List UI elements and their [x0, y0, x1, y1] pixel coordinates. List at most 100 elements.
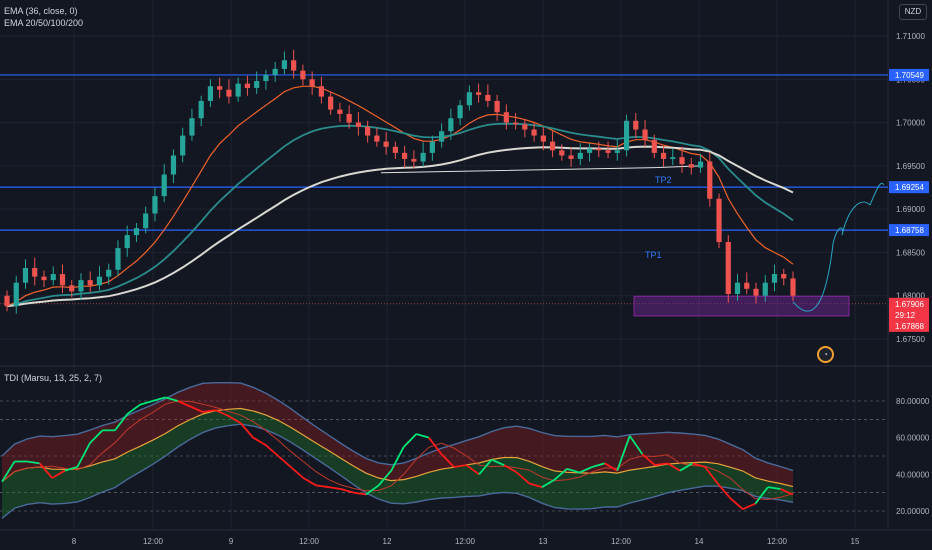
ema-legend-2[interactable]: EMA 20/50/100/200 — [4, 18, 84, 28]
candle-body — [476, 92, 482, 95]
ema-legend-1[interactable]: EMA (36, close, 0) — [4, 6, 78, 16]
candle-body — [670, 157, 676, 159]
candle-body — [596, 148, 602, 151]
candle-body — [522, 124, 528, 130]
projection-path — [792, 182, 885, 312]
alert-icon[interactable]: ◔ — [817, 346, 834, 363]
tdi-rsi-segment — [428, 437, 443, 455]
tdi-rsi-segment — [177, 400, 191, 408]
candle-body — [512, 122, 519, 125]
tdi-rsi-segment — [553, 468, 568, 481]
candle-body — [448, 118, 454, 132]
time-tick-label: 9 — [229, 537, 234, 546]
tdi-rsi-segment — [64, 466, 78, 472]
tdi-rsi-segment — [529, 482, 543, 489]
time-tick-label: 12:00 — [299, 537, 320, 546]
target-zone — [633, 295, 850, 317]
current-price-label: 29:12 — [895, 311, 916, 320]
price-level-badge — [889, 68, 929, 81]
time-tick-label: 12:00 — [143, 537, 164, 546]
candle-body — [485, 94, 491, 101]
time-tick-label: 12 — [383, 537, 392, 546]
candle-body — [161, 174, 167, 197]
tdi-rsi-segment — [189, 405, 204, 413]
candle-body — [716, 198, 722, 243]
candle-body — [291, 60, 297, 71]
time-tick-label: 8 — [72, 537, 77, 546]
price-tick-label: 1.69000 — [896, 205, 925, 214]
candle-body — [32, 268, 38, 277]
tdi-rsi-segment — [1, 461, 16, 483]
price-level-label: 1.68758 — [895, 226, 924, 235]
ema-teal-line — [6, 122, 794, 307]
candle-body — [170, 155, 177, 175]
price-tick-label: 1.70000 — [896, 119, 925, 128]
grid-lines — [0, 0, 932, 531]
tdi-tick-label: 40.00000 — [896, 470, 930, 479]
tdi-rsi-segment — [716, 482, 731, 499]
tdi-upper-fill — [2, 382, 793, 487]
ema-white-flat — [380, 165, 701, 174]
tdi-rsi-segment — [340, 488, 354, 494]
tdi-rsi-segment — [453, 464, 467, 468]
tdi-indicator — [0, 382, 888, 519]
tdi-rsi-segment — [152, 396, 166, 402]
candle-body — [217, 86, 223, 90]
candle-body — [106, 269, 112, 277]
time-tick-label: 12:00 — [611, 537, 632, 546]
tdi-rsi-segment — [679, 462, 694, 472]
candle-body — [272, 68, 278, 75]
candle-body — [355, 122, 361, 127]
tdi-legend[interactable]: TDI (Marsu, 13, 25, 2, 7) — [4, 373, 103, 383]
candle-body — [614, 150, 620, 153]
tdi-rsi-segment — [127, 403, 141, 415]
time-tick-label: 14 — [695, 537, 704, 546]
candle-body — [633, 120, 639, 130]
price-tick-label: 1.67500 — [896, 335, 925, 344]
candle-body — [281, 60, 288, 69]
candle-body — [13, 282, 19, 307]
candle-body — [707, 161, 713, 199]
tdi-signal-line — [1, 400, 794, 501]
tdi-rsi-segment — [239, 422, 254, 439]
candle-body — [762, 282, 768, 296]
candle-body — [725, 242, 731, 294]
tdi-rsi-segment — [466, 464, 480, 476]
tdi-rsi-segment — [440, 453, 455, 468]
tdi-rsi-segment — [215, 409, 229, 417]
price-tick-label: 1.68000 — [896, 292, 925, 301]
price-tick-label: 1.71000 — [896, 32, 925, 41]
time-tick-label: 12:00 — [455, 537, 476, 546]
candle-body — [392, 146, 398, 153]
time-tick-label: 15 — [851, 537, 860, 546]
candle-body — [531, 129, 537, 136]
tdi-tick-label: 80.00000 — [896, 397, 930, 406]
candle-body — [623, 120, 630, 151]
candle-body — [4, 295, 10, 307]
tdi-tick-label: 60.00000 — [896, 434, 930, 443]
tdi-rsi-segment — [328, 486, 342, 490]
price-level-badge — [889, 181, 929, 194]
candle-body — [309, 79, 315, 87]
candle-body — [226, 89, 232, 97]
candle-body — [540, 135, 546, 142]
tdi-rsi-segment — [541, 479, 555, 488]
tdi-rsi-segment — [491, 458, 505, 466]
tdi-rsi-segment — [164, 396, 179, 402]
tdi-upper-band — [1, 382, 794, 472]
tdi-rsi-segment — [729, 497, 744, 510]
time-tick-label: 12:00 — [767, 537, 788, 546]
current-price-badge — [889, 297, 929, 332]
tdi-rsi-segment — [277, 455, 292, 468]
candle-body — [457, 105, 463, 119]
candle-body — [439, 131, 445, 142]
tdi-rsi-segment — [76, 442, 91, 468]
candle-body — [328, 96, 334, 110]
price-axis: 1.710001.705001.700001.695001.690001.685… — [889, 32, 930, 516]
tdi-tick-label: 20.00000 — [896, 507, 930, 516]
tdi-rsi-segment — [416, 433, 430, 439]
candle-body — [124, 235, 130, 249]
candle-body — [586, 148, 593, 153]
currency-badge[interactable]: NZD — [899, 4, 927, 20]
